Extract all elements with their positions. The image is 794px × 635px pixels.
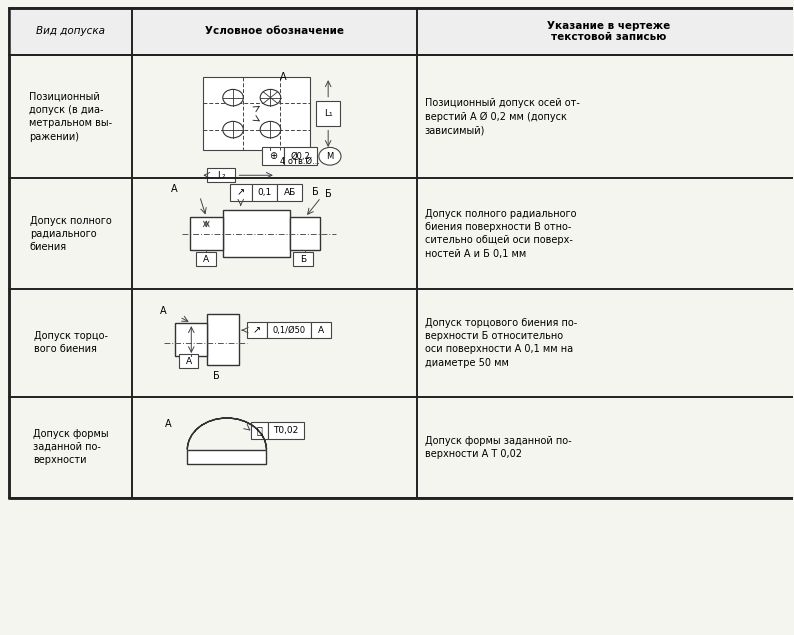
FancyBboxPatch shape — [316, 101, 340, 126]
FancyBboxPatch shape — [187, 450, 267, 464]
Text: Б: Б — [325, 189, 332, 199]
Text: ⊕: ⊕ — [269, 151, 277, 161]
FancyBboxPatch shape — [247, 322, 268, 338]
Text: Б: Б — [312, 187, 318, 197]
FancyBboxPatch shape — [290, 217, 320, 250]
FancyBboxPatch shape — [251, 422, 268, 439]
FancyBboxPatch shape — [268, 422, 303, 439]
Circle shape — [260, 90, 281, 106]
Text: А: А — [160, 305, 167, 316]
FancyBboxPatch shape — [190, 217, 223, 250]
Circle shape — [223, 121, 243, 138]
Wedge shape — [187, 418, 267, 450]
FancyBboxPatch shape — [10, 8, 794, 55]
FancyBboxPatch shape — [223, 210, 290, 257]
Text: А: А — [186, 357, 191, 366]
FancyBboxPatch shape — [284, 147, 318, 165]
Text: L₁: L₁ — [324, 109, 333, 118]
Text: А: А — [165, 419, 172, 429]
FancyBboxPatch shape — [196, 252, 216, 266]
Circle shape — [223, 90, 243, 106]
Text: Допуск полного радиального
биения поверхности В отно-
сительно общей оси поверх-: Допуск полного радиального биения поверх… — [425, 209, 576, 258]
Text: A: A — [280, 72, 287, 82]
Text: Условное обозначение: Условное обозначение — [205, 27, 344, 36]
Text: АБ: АБ — [283, 188, 296, 197]
Text: Допуск формы
заданной по-
верхности: Допуск формы заданной по- верхности — [33, 429, 109, 465]
Text: Допуск полного
радиального
биения: Допуск полного радиального биения — [29, 215, 111, 252]
FancyBboxPatch shape — [175, 323, 207, 356]
Text: Б: Б — [300, 255, 306, 264]
Text: L₂: L₂ — [217, 171, 225, 180]
FancyBboxPatch shape — [207, 314, 239, 365]
Text: Т0,02: Т0,02 — [273, 426, 299, 435]
Text: Ø0,2: Ø0,2 — [291, 152, 310, 161]
Text: ↗: ↗ — [253, 325, 261, 335]
Text: Допуск торцового биения по-
верхности Б относительно
оси поверхности А 0,1 мм на: Допуск торцового биения по- верхности Б … — [425, 318, 577, 368]
Text: Допуск торцо-
вого биения: Допуск торцо- вого биения — [33, 331, 108, 354]
Text: 0,1: 0,1 — [257, 188, 272, 197]
FancyBboxPatch shape — [310, 322, 330, 338]
FancyBboxPatch shape — [203, 77, 310, 150]
Text: А: А — [171, 184, 177, 194]
Circle shape — [260, 121, 281, 138]
Text: А: А — [318, 326, 324, 335]
FancyBboxPatch shape — [229, 184, 252, 201]
FancyBboxPatch shape — [277, 184, 303, 201]
Text: Б: Б — [214, 371, 220, 381]
Text: Позиционный допуск осей от-
верстий А Ø 0,2 мм (допуск
зависимый): Позиционный допуск осей от- верстий А Ø … — [425, 98, 580, 135]
FancyBboxPatch shape — [179, 354, 198, 368]
FancyBboxPatch shape — [262, 147, 284, 165]
FancyBboxPatch shape — [293, 252, 313, 266]
FancyBboxPatch shape — [10, 8, 794, 498]
Text: Вид допуска: Вид допуска — [36, 27, 105, 36]
Text: 4 отв.Ø...: 4 отв.Ø... — [280, 157, 320, 166]
Text: ⌒: ⌒ — [256, 425, 262, 436]
Text: М: М — [326, 152, 333, 161]
Circle shape — [319, 147, 341, 165]
FancyBboxPatch shape — [252, 184, 277, 201]
FancyBboxPatch shape — [207, 168, 235, 182]
FancyBboxPatch shape — [268, 322, 310, 338]
Text: 0,1/Ø50: 0,1/Ø50 — [272, 326, 306, 335]
Text: А: А — [203, 255, 210, 264]
Text: Допуск формы заданной по-
верхности А Т 0,02: Допуск формы заданной по- верхности А Т … — [425, 436, 572, 458]
Text: ↗: ↗ — [237, 187, 245, 197]
Text: Указание в чертеже
текстовой записью: Указание в чертеже текстовой записью — [547, 20, 670, 42]
Text: Позиционный
допуск (в диа-
метральном вы-
ражении): Позиционный допуск (в диа- метральном вы… — [29, 92, 112, 142]
